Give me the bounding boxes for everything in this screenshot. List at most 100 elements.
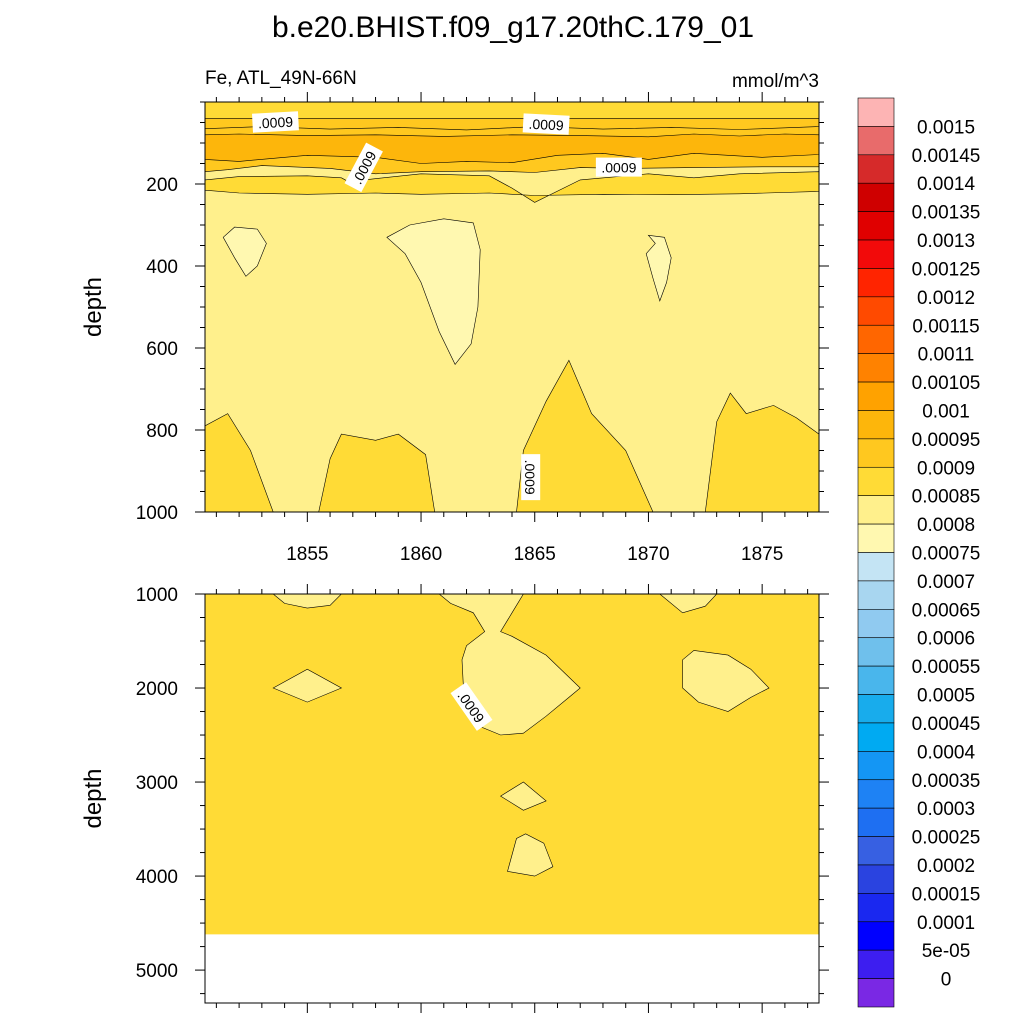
colorbar-swatch: [857, 580, 895, 610]
x-tick-label: 1860: [400, 544, 442, 565]
contour-region-5: [659, 594, 718, 614]
colorbar-label: 0.0015: [917, 117, 975, 138]
contour-region-9: [205, 133, 819, 164]
x-tick-label: 1875: [741, 544, 783, 565]
colorbar-swatch: [857, 751, 895, 781]
upper-panel: 200 400 600 800 1000 1855 1860 1865 1870 1875 dept…: [80, 68, 829, 565]
contour-label: .0009: [521, 454, 541, 501]
colorbar-swatch: [857, 97, 895, 127]
colorbar-swatch: [857, 665, 895, 695]
colorbar-swatch: [857, 694, 895, 724]
colorbar-swatch: [857, 438, 895, 468]
colorbar-label: 0.00095: [912, 430, 981, 451]
contour-region-5: [386, 218, 481, 365]
colorbar-swatch: [857, 523, 895, 553]
colorbar-swatch: [857, 807, 895, 837]
contour-label-text: .0009: [522, 460, 538, 495]
contour-region-11: [205, 102, 819, 119]
colorbar-label: 0.0002: [917, 856, 975, 877]
colorbar-label: 0.00145: [912, 146, 981, 167]
colorbar-label: 0.0013: [917, 231, 975, 252]
colorbar-swatch: [857, 239, 895, 269]
panel-title-left: Fe, ATL_49N-66N: [205, 68, 357, 89]
contour-region-6: [682, 650, 770, 712]
colorbar-swatch: [857, 779, 895, 809]
colorbar-label: 0.0014: [917, 174, 976, 195]
y-tick-label: 1000: [136, 503, 178, 524]
colorbar-swatch: [857, 410, 895, 440]
x-tick-label: 1865: [514, 544, 556, 565]
colorbar-label: 0.0007: [917, 572, 975, 593]
y-tick-label: 800: [146, 421, 178, 442]
colorbar-swatch: [857, 552, 895, 582]
colorbar-label: 0.00065: [912, 600, 981, 621]
colorbar: 0.0015 0.00145 0.0014 0.00135 0.0013 0.00125 0…: [857, 97, 981, 1008]
colorbar-swatch: [857, 381, 895, 411]
contour-label: .0009: [595, 157, 642, 177]
y-tick-label: 2000: [136, 679, 178, 700]
y-tick-label: 400: [146, 257, 178, 278]
colorbar-label: 0.00075: [912, 544, 981, 565]
y-axis-label: depth: [80, 277, 107, 337]
colorbar-swatch: [857, 211, 895, 241]
colorbar-label: 0.00025: [912, 828, 981, 849]
panel-title-right: mmol/m^3: [732, 71, 819, 92]
y-tick-label: 5000: [136, 961, 178, 982]
contour-region-1: [318, 433, 436, 512]
contour-region-6: [645, 234, 672, 302]
colorbar-swatch: [857, 836, 895, 866]
colorbar-label: 5e-05: [922, 941, 971, 962]
contour-label-text: .0009: [258, 114, 294, 132]
colorbar-swatch: [857, 154, 895, 184]
contour-region-4: [507, 833, 554, 877]
colorbar-label: 0.0008: [917, 515, 975, 536]
x-tick-label: 1855: [286, 544, 328, 565]
contour-label-text: .0009: [601, 160, 636, 176]
colorbar-label: 0.001: [922, 401, 970, 422]
colorbar-label: 0.00125: [912, 259, 981, 280]
colorbar-label: 0.0005: [917, 686, 975, 707]
contour-region-0: [205, 413, 274, 512]
colorbar-swatch: [857, 126, 895, 156]
contour-region-2: [516, 359, 654, 512]
contour-region-4: [222, 226, 267, 277]
contour-label: .0009: [252, 111, 299, 133]
colorbar-swatch: [857, 466, 895, 496]
y-tick-label: 600: [146, 339, 178, 360]
colorbar-label: 0.00135: [912, 203, 981, 224]
colorbar-swatch: [857, 978, 895, 1008]
y-tick-label: 4000: [136, 867, 178, 888]
colorbar-label: 0.00035: [912, 771, 981, 792]
colorbar-swatch: [857, 353, 895, 383]
x-tick-label: 1870: [627, 544, 669, 565]
colorbar-swatch: [857, 609, 895, 639]
contour-region-10: [205, 116, 819, 131]
colorbar-swatch: [857, 268, 895, 298]
colorbar-swatch: [857, 893, 895, 923]
colorbar-swatch: [857, 296, 895, 326]
colorbar-swatch: [857, 722, 895, 752]
colorbar-label: 0.00105: [912, 373, 981, 394]
contour-region-7: [205, 171, 819, 203]
contour-region-3: [704, 392, 819, 512]
colorbar-swatch: [857, 182, 895, 212]
colorbar-swatch: [857, 324, 895, 354]
colorbar-label: 0: [941, 970, 952, 991]
colorbar-label: 0.0001: [917, 913, 975, 934]
colorbar-swatch: [857, 921, 895, 951]
colorbar-label: 0.00115: [912, 316, 979, 337]
contour-region-1: [272, 668, 343, 703]
colorbar-swatch: [857, 637, 895, 667]
colorbar-label: 0.0009: [917, 458, 975, 479]
colorbar-swatch: [857, 495, 895, 525]
contour-label: .0009: [522, 113, 570, 135]
colorbar-label: 0.00055: [912, 657, 981, 678]
colorbar-label: 0.0004: [917, 742, 976, 763]
y-tick-label: 200: [146, 175, 178, 196]
colorbar-swatch: [857, 864, 895, 894]
y-tick-label: 1000: [136, 585, 178, 606]
contour-label-text: .0009: [528, 116, 564, 134]
y-axis-label: depth: [80, 768, 107, 828]
